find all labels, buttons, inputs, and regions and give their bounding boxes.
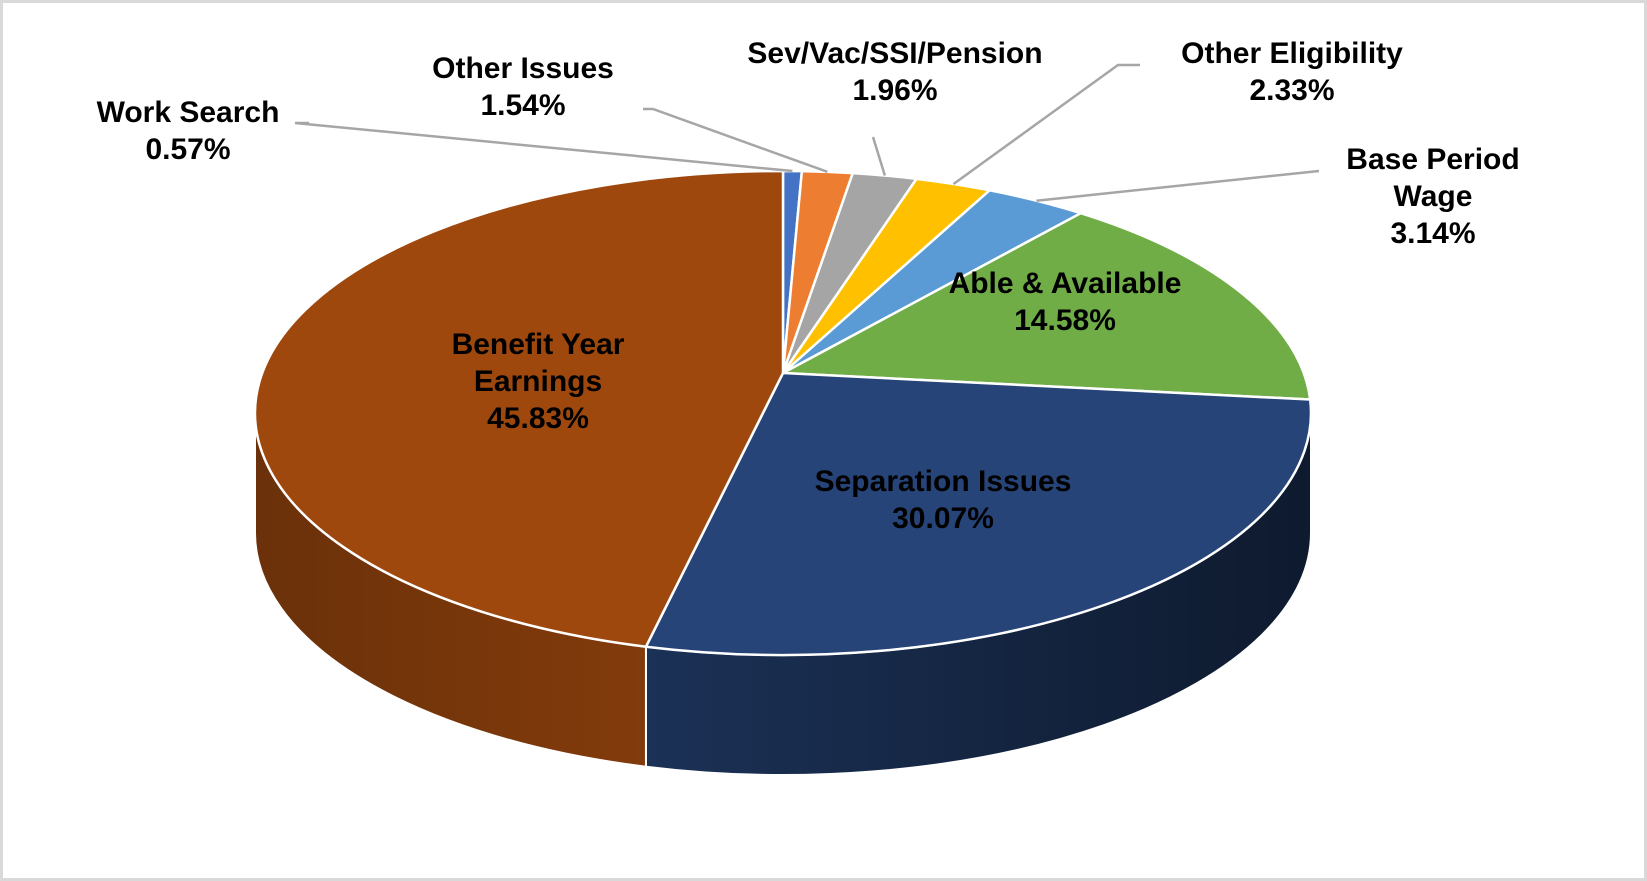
leader-line-4 <box>1036 169 1320 202</box>
label-separation-issues: Separation Issues 30.07% <box>814 465 1072 535</box>
pie-chart <box>253 63 1320 776</box>
label-benefit-year-earnings: Benefit Year Earnings 45.83% <box>451 328 625 435</box>
label-able-available: Able & Available 14.58% <box>948 267 1182 337</box>
label-sev-vac: Sev/Vac/SSI/Pension 1.96% <box>747 37 1043 107</box>
label-other-issues: Other Issues 1.54% <box>432 52 614 122</box>
pie-slice-benefit-year-earnings <box>253 169 785 648</box>
label-other-eligibility: Other Eligibility 2.33% <box>1181 37 1403 107</box>
pie-slice-able-available <box>781 211 1312 401</box>
leader-line-3 <box>952 63 1140 185</box>
pie-slice-separation-issues <box>644 371 1313 657</box>
leader-line-0 <box>294 121 793 173</box>
leader-line-1 <box>643 107 828 174</box>
leader-line-2 <box>871 136 887 176</box>
label-base-period-wage: Base Period Wage 3.14% <box>1346 143 1520 250</box>
label-work-search: Work Search 0.57% <box>96 96 280 166</box>
